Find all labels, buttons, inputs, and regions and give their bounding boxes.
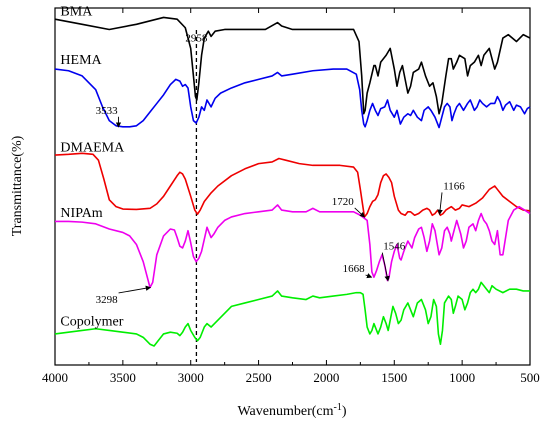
- x-tick-label-1500: 1500: [381, 370, 407, 385]
- annotation-arrow-1720: [354, 207, 366, 218]
- series-line-hema: [54, 68, 531, 129]
- annotation-1720: 1720: [332, 196, 355, 208]
- x-tick-label-500: 500: [520, 370, 540, 385]
- annotation-arrow-3298: [118, 285, 152, 294]
- series-label-dmaema: DMAEMA: [60, 141, 125, 156]
- series-label-hema: HEMA: [60, 53, 102, 68]
- series-label-copolymer: Copolymer: [60, 314, 123, 329]
- annotation-2958: 2958: [185, 33, 208, 45]
- series-line-dmaema: [54, 152, 531, 218]
- annotation-1668: 1668: [343, 263, 366, 275]
- series-line-copolymer: [54, 281, 530, 347]
- annotation-arrow-1668: [365, 273, 373, 279]
- x-tick-label-2000: 2000: [313, 370, 339, 385]
- annotation-3533: 3533: [96, 105, 119, 117]
- x-tick-label-1000: 1000: [449, 370, 475, 385]
- y-axis-label: Transmittance(%): [10, 135, 25, 236]
- x-axis-label: Wavenumber(cm-1): [237, 402, 346, 419]
- series-label-nipam: NIPAm: [60, 206, 102, 221]
- annotation-arrow-1546: [381, 252, 390, 282]
- x-tick-label-3500: 3500: [110, 370, 136, 385]
- series-label-bma: BMA: [60, 5, 93, 20]
- x-tick-label-4000: 4000: [42, 370, 68, 385]
- series-line-nipam: [55, 204, 531, 289]
- annotation-3298: 3298: [96, 294, 119, 306]
- x-tick-label-3000: 3000: [178, 370, 204, 385]
- annotation-arrow-1166: [437, 192, 443, 216]
- annotation-1546: 1546: [383, 241, 406, 253]
- annotation-1166: 1166: [443, 180, 465, 192]
- series-line-bma: [54, 16, 531, 115]
- x-tick-label-2500: 2500: [246, 370, 272, 385]
